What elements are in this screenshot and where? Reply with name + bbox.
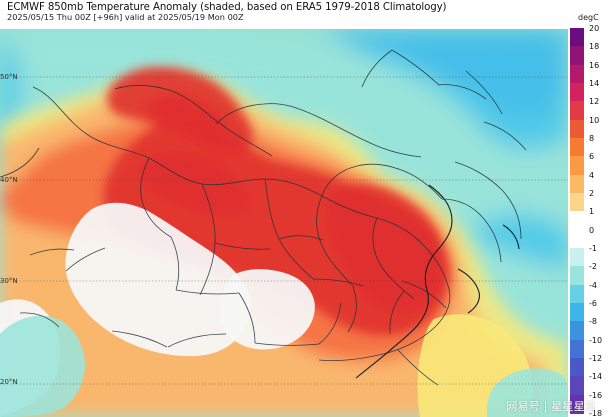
- colorbar-tick-label: -16: [589, 390, 603, 400]
- lat-label-40n: 40°N: [0, 176, 18, 184]
- colorbar-tick-label: 6: [589, 152, 595, 162]
- colorbar-cell: [570, 266, 584, 286]
- lat-label-50n: 50°N: [0, 73, 18, 81]
- colorbar-tick-label: -8: [589, 317, 597, 327]
- grid-lines: [0, 76, 568, 385]
- colorbar-cell: [570, 376, 584, 396]
- colorbar-cell: [570, 64, 584, 84]
- colorbar-tick-label: 18: [589, 42, 600, 52]
- colorbar-tick-label: 0: [589, 225, 595, 235]
- colorbar-cell: [570, 46, 584, 66]
- colorbar-cell: [570, 284, 584, 304]
- colorbar-cell: [570, 303, 584, 322]
- colorbar-tick-label: 4: [589, 170, 595, 180]
- colorbar-cell: [570, 119, 584, 139]
- colorbar-tick-label: 16: [589, 60, 600, 70]
- colorbar-tick-label: -4: [589, 280, 597, 290]
- colorbar-cell: [570, 193, 584, 212]
- colorbar-tick-label: -2: [589, 262, 597, 272]
- colorbar-tick-label: -6: [589, 299, 597, 308]
- weather-map: [0, 29, 568, 417]
- header: ECMWF 850mb Temperature Anomaly (shaded,…: [0, 0, 608, 29]
- colorbar-tick-label: -18: [589, 409, 603, 417]
- lat-label-20n: 20°N: [0, 378, 18, 386]
- colorbar-tick-label: 10: [589, 115, 600, 125]
- page-title: ECMWF 850mb Temperature Anomaly (shaded,…: [7, 2, 447, 13]
- colorbar-tick-label: 20: [589, 24, 600, 33]
- colorbar-tick-label: 1: [589, 207, 595, 217]
- lat-label-30n: 30°N: [0, 277, 18, 285]
- colorbar-cell: [570, 156, 584, 176]
- colorbar-cell: [570, 394, 584, 414]
- coastline: [355, 184, 520, 379]
- colorbar-tick-label: -1: [589, 244, 597, 253]
- colorbar-tick-label: 14: [589, 79, 600, 88]
- colorbar-cell: [570, 138, 584, 157]
- colorbar-cell: [570, 28, 584, 47]
- country-and-province-borders: [0, 49, 527, 386]
- colorbar-cell: [570, 358, 584, 377]
- colorbar-tick-label: 12: [589, 97, 600, 107]
- page-subtitle: 2025/05/15 Thu 00Z [+96h] valid at 2025/…: [7, 12, 244, 22]
- colorbar-cell: [570, 339, 584, 359]
- colorbar-tick-label: -10: [589, 335, 603, 345]
- colorbar: [570, 28, 584, 414]
- colorbar-cell: [570, 101, 584, 121]
- colorbar-cell: [570, 83, 584, 102]
- colorbar-tick-label: -14: [589, 372, 603, 382]
- colorbar-cell: [570, 229, 584, 249]
- colorbar-tick-label: -12: [589, 354, 603, 363]
- colorbar-ticks: 20 18 16 14 12 10 8 6 4 2 1 0 -1 -2 -4 -6 -8 -10 -12 -14 -16…: [586, 24, 608, 417]
- colorbar-cell: [570, 174, 584, 194]
- colorbar-cell: [570, 248, 584, 267]
- watermark: 网易号 | 星星星日: [506, 400, 596, 413]
- temperature-anomaly-map: [0, 29, 568, 417]
- colorbar-units: degC: [578, 13, 599, 22]
- colorbar-tick-label: 2: [589, 189, 595, 198]
- colorbar-cell: [570, 211, 584, 231]
- colorbar-tick-label: 8: [589, 134, 595, 143]
- colorbar-cell: [570, 321, 584, 341]
